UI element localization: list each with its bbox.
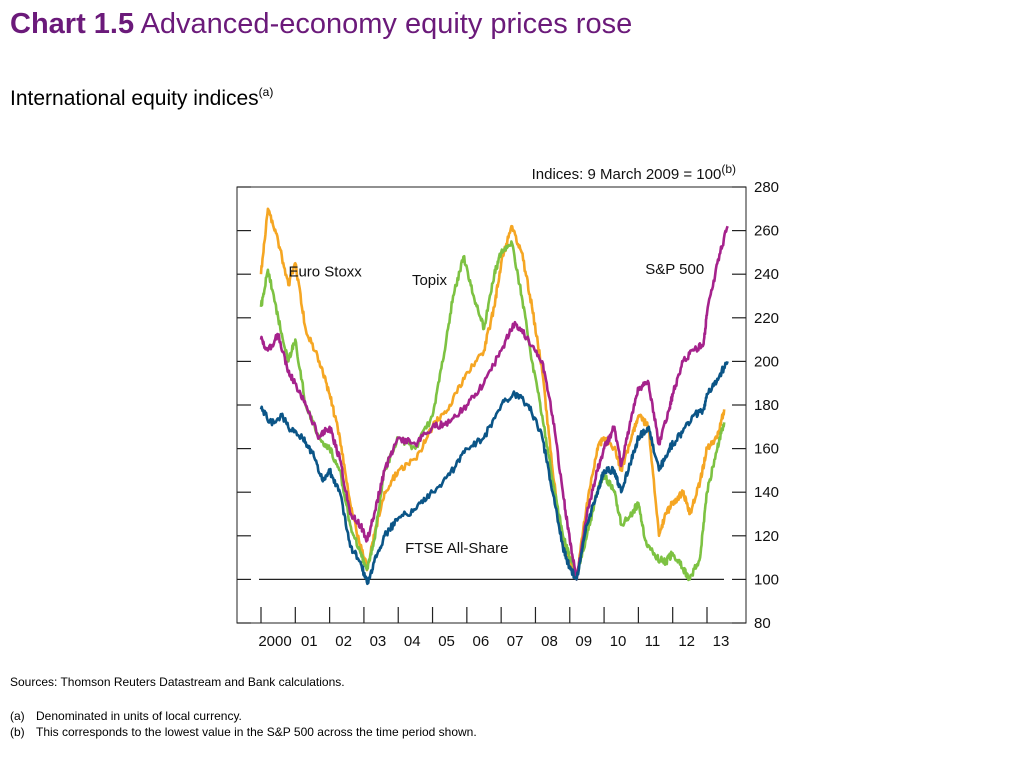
y-tick-label-140: 140 (754, 484, 779, 501)
chart-title: Chart 1.5 Advanced-economy equity prices… (10, 8, 632, 41)
x-tick-label-01: 01 (301, 633, 318, 650)
y-tick-label-120: 120 (754, 528, 779, 545)
footnote-b-mark: (b) (10, 725, 25, 739)
x-tick-label-05: 05 (438, 633, 455, 650)
footnote-a-mark: (a) (10, 709, 25, 723)
x-tick-label-07: 07 (507, 633, 524, 650)
footnote-b-text: This corresponds to the lowest value in … (36, 725, 477, 739)
series-line-ftse-all-share (259, 360, 729, 586)
footnote-a: (a) Denominated in units of local currenc… (10, 708, 477, 724)
series-label-s-p-500: S&P 500 (645, 261, 704, 278)
footnote-a-text: Denominated in units of local currency. (36, 709, 242, 723)
y-tick-label-100: 100 (754, 571, 779, 588)
chart-title-text: Advanced-economy equity prices rose (140, 8, 633, 40)
x-tick-label-08: 08 (541, 633, 558, 650)
chart-footnotes: Sources: Thomson Reuters Datastream and … (10, 674, 477, 740)
x-tick-label-13: 13 (713, 633, 730, 650)
x-tick-label-06: 06 (473, 633, 490, 650)
subtitle-note-mark: (a) (258, 85, 274, 99)
sources-note: Sources: Thomson Reuters Datastream and … (10, 675, 345, 689)
y-tick-label-180: 180 (754, 397, 779, 414)
y-tick-label-280: 280 (754, 179, 779, 196)
y-axis-note-mark: (b) (721, 162, 736, 176)
series-line-euro-stoxx (259, 207, 726, 581)
x-tick-label-03: 03 (370, 633, 387, 650)
series-label-ftse-all-share: FTSE All-Share (405, 540, 508, 557)
series-label-euro-stoxx: Euro Stoxx (288, 263, 362, 280)
subtitle-text: International equity indices (10, 87, 259, 110)
equity-indices-chart: 80 100 120 140 160 180 200 220 240 260 280 2000 01 02… (236, 162, 779, 650)
y-tick-label-260: 260 (754, 223, 779, 240)
x-tick-label-10: 10 (610, 633, 627, 650)
x-tick-label-11: 11 (645, 633, 661, 650)
y-tick-label-80: 80 (754, 615, 771, 632)
x-tick-label-12: 12 (678, 633, 695, 650)
y-tick-label-220: 220 (754, 310, 779, 327)
x-tick-label-02: 02 (335, 633, 352, 650)
x-tick-label-04: 04 (404, 633, 421, 650)
x-tick-label-2000: 2000 (258, 633, 291, 650)
series-line-topix (259, 240, 726, 582)
footnote-b: (b) This corresponds to the lowest value … (10, 724, 477, 740)
series-line-s-p-500 (259, 225, 729, 581)
y-axis-units-label: Indices: 9 March 2009 = 100(b) (532, 162, 736, 183)
x-tick-label-09: 09 (575, 633, 592, 650)
y-tick-label-160: 160 (754, 441, 779, 458)
y-tick-label-200: 200 (754, 353, 779, 370)
chart-number: Chart 1.5 (10, 8, 135, 40)
y-tick-label-240: 240 (754, 266, 779, 283)
chart-subtitle: International equity indices(a) (10, 85, 273, 111)
series-label-topix: Topix (412, 272, 448, 289)
